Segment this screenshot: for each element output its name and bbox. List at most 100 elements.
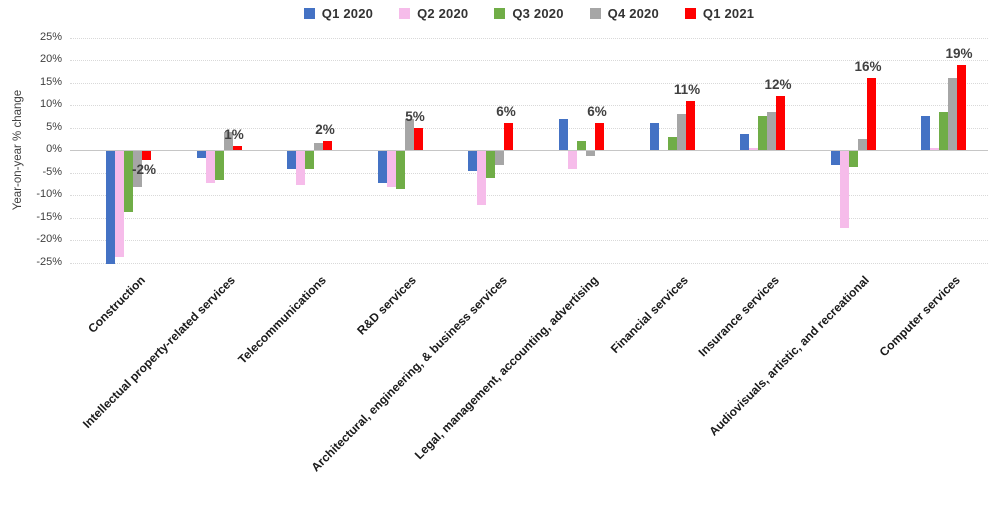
bar xyxy=(948,78,957,150)
data-label: 6% xyxy=(496,104,516,119)
bar xyxy=(776,96,785,150)
bar xyxy=(559,118,568,150)
y-tick-label: 5% xyxy=(46,120,62,133)
gridline xyxy=(70,105,988,106)
bar xyxy=(296,151,305,185)
bar xyxy=(595,123,604,150)
bar xyxy=(305,151,314,169)
bar xyxy=(749,147,758,150)
bar xyxy=(224,132,233,150)
gridline xyxy=(70,37,988,39)
gridline xyxy=(70,82,988,84)
gridline xyxy=(70,195,988,196)
legend-label: Q1 2021 xyxy=(702,6,755,21)
y-tick-label: -20% xyxy=(36,233,62,245)
bar xyxy=(858,138,867,150)
bar xyxy=(378,151,387,183)
bar xyxy=(405,118,414,150)
legend-label: Q1 2020 xyxy=(321,6,374,21)
bar xyxy=(314,143,323,150)
bar xyxy=(767,111,776,150)
y-tick-label: 10% xyxy=(39,98,62,110)
bar xyxy=(468,151,477,172)
gridline xyxy=(70,60,988,61)
y-tick-label: 15% xyxy=(39,75,62,88)
legend-swatch-icon xyxy=(399,8,411,19)
bar xyxy=(867,78,876,150)
bar xyxy=(957,64,966,150)
legend-item-q3-2020: Q3 2020 xyxy=(494,6,563,21)
gridline xyxy=(70,217,988,219)
x-axis-label: Legal, management, accounting, advertisi… xyxy=(411,273,601,463)
bar xyxy=(740,134,749,150)
x-axis-label: Telecommunications xyxy=(235,273,329,367)
y-tick-label: -25% xyxy=(36,255,62,268)
y-tick-label: -10% xyxy=(36,188,62,200)
x-axis-label: Financial services xyxy=(607,273,691,357)
x-axis-label: Intellectual property-related services xyxy=(79,273,238,431)
chart-legend: Q1 2020 Q2 2020 Q3 2020 Q4 2020 Q1 2021 xyxy=(70,6,988,21)
bar xyxy=(197,151,206,158)
bar xyxy=(650,123,659,150)
bar xyxy=(486,151,495,178)
bar xyxy=(686,100,695,150)
bar xyxy=(758,116,767,150)
bar xyxy=(106,151,115,264)
gridline xyxy=(70,150,988,151)
bar xyxy=(323,141,332,150)
bar xyxy=(939,111,948,150)
y-tick-label: -15% xyxy=(36,210,62,223)
bar xyxy=(115,151,124,257)
bar xyxy=(921,116,930,150)
y-tick-label: 20% xyxy=(39,53,62,65)
gridline xyxy=(70,127,988,129)
legend-label: Q4 2020 xyxy=(607,6,659,21)
data-label: 16% xyxy=(854,59,882,74)
bar xyxy=(930,147,939,150)
legend-label: Q2 2020 xyxy=(417,6,469,21)
bar xyxy=(849,151,858,167)
bar xyxy=(668,136,677,150)
bar xyxy=(414,127,423,150)
bar xyxy=(586,151,595,156)
data-label: 19% xyxy=(945,45,973,61)
x-axis-label: Insurance services xyxy=(695,273,782,360)
legend-item-q1-2021: Q1 2021 xyxy=(684,6,755,21)
bar xyxy=(233,145,242,150)
legend-swatch-icon xyxy=(589,8,601,19)
legend-item-q1-2020: Q1 2020 xyxy=(303,6,374,21)
bar xyxy=(495,151,504,165)
bar xyxy=(287,151,296,169)
gridline xyxy=(70,172,988,174)
bar xyxy=(206,151,215,183)
y-tick-label: -5% xyxy=(42,165,62,178)
y-tick-label: 0% xyxy=(46,143,62,155)
bar xyxy=(577,141,586,150)
bar xyxy=(504,123,513,150)
gridline xyxy=(70,262,988,264)
bar xyxy=(568,151,577,169)
bar xyxy=(387,151,396,187)
bar xyxy=(677,114,686,150)
bar xyxy=(215,151,224,181)
x-axis-label: R&D services xyxy=(354,273,419,338)
data-label: 5% xyxy=(405,108,425,124)
legend-swatch-icon xyxy=(494,8,506,19)
bar xyxy=(142,151,151,160)
legend-swatch-icon xyxy=(684,8,696,19)
bar xyxy=(133,151,142,187)
y-tick-label: 25% xyxy=(39,30,62,43)
bar xyxy=(396,151,405,190)
legend-label: Q3 2020 xyxy=(512,6,564,21)
x-axis-label: Audiovisuals, artistic, and recreational xyxy=(706,273,872,439)
data-label: 2% xyxy=(315,122,335,137)
legend-swatch-icon xyxy=(303,8,315,19)
x-axis-label: Computer services xyxy=(876,273,963,360)
bar xyxy=(477,151,486,205)
bar xyxy=(831,151,840,165)
gridline xyxy=(70,240,988,241)
bar xyxy=(124,151,133,212)
data-label: 11% xyxy=(673,81,701,97)
legend-item-q4-2020: Q4 2020 xyxy=(589,6,659,21)
